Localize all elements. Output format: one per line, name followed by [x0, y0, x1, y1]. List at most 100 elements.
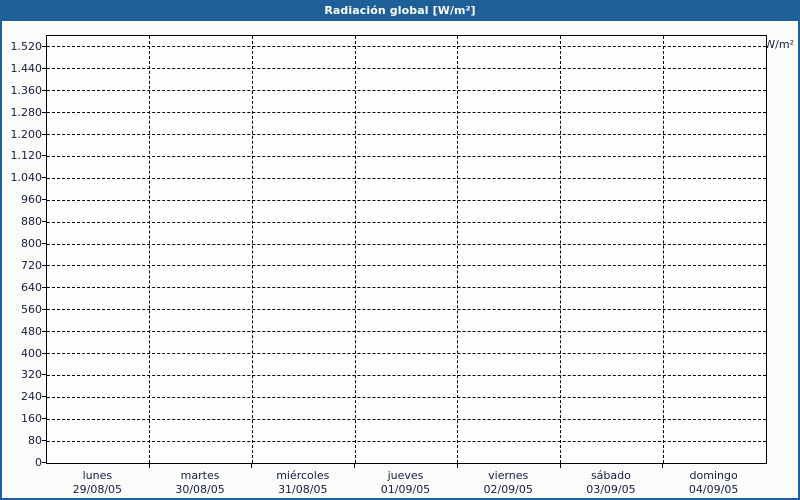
x-axis-day-label: miércoles [276, 469, 330, 482]
y-axis-tick-label: 720 [21, 258, 42, 272]
x-axis-tick-mark [456, 464, 458, 468]
y-axis-tick-label: 1.440 [10, 61, 43, 75]
x-axis-date-label: 30/08/05 [175, 483, 225, 496]
gridline-horizontal [47, 287, 766, 289]
x-axis-tick-label: jueves 01/09/05 [354, 469, 457, 497]
gridline-vertical [149, 36, 151, 463]
gridline-horizontal [47, 221, 766, 223]
x-axis-day-label: viernes [488, 469, 529, 482]
gridline-horizontal [47, 46, 766, 48]
gridline-horizontal [47, 199, 766, 201]
y-axis-tick-label: 1.360 [10, 83, 43, 97]
x-axis-day-label: domingo [689, 469, 738, 482]
y-axis-tick-mark [42, 264, 46, 266]
gridline-vertical [251, 36, 253, 463]
x-axis: lunes 29/08/05 martes 30/08/05 miércoles 31/0… [46, 464, 766, 498]
y-axis-tick-mark [42, 418, 46, 420]
x-axis-tick-label: viernes 02/09/05 [457, 469, 560, 497]
gridline-horizontal [47, 112, 766, 114]
gridline-horizontal [47, 265, 766, 267]
y-axis-tick-label: 1.200 [10, 127, 43, 141]
x-axis-tick-label: martes 30/08/05 [149, 469, 252, 497]
gridline-horizontal [47, 309, 766, 311]
y-axis-tick-label: 160 [21, 412, 42, 426]
y-axis-tick-mark [42, 440, 46, 442]
y-axis-tick-mark [42, 177, 46, 179]
gridline-vertical [457, 36, 459, 463]
y-axis-tick-mark [42, 286, 46, 288]
gridline-horizontal [47, 331, 766, 333]
x-axis-tick-mark [354, 464, 356, 468]
y-axis-tick-mark [42, 374, 46, 376]
x-axis-tick-label: lunes 29/08/05 [46, 469, 149, 497]
y-axis-tick-label: 400 [21, 346, 42, 360]
y-axis-tick-mark [42, 133, 46, 135]
gridline-horizontal [47, 374, 766, 376]
x-axis-tick-label: sábado 03/09/05 [560, 469, 663, 497]
gridline-horizontal [47, 440, 766, 442]
page-title: Radiación global [W/m²] [324, 4, 476, 17]
x-axis-tick-mark [559, 464, 561, 468]
x-axis-day-label: martes [180, 469, 220, 482]
y-axis-tick-label: 800 [21, 237, 42, 251]
y-axis-tick-mark [42, 67, 46, 69]
y-axis-tick-mark [42, 199, 46, 201]
gridline-horizontal [47, 68, 766, 70]
window-titlebar: Radiación global [W/m²] [2, 0, 798, 21]
x-axis-tick-mark [148, 464, 150, 468]
radiation-chart: W/m² 0 80 160 240 320 400 480 560 640 720 800 880 96… [2, 21, 798, 498]
gridline-vertical [560, 36, 562, 463]
gridline-horizontal [47, 243, 766, 245]
y-axis-tick-label: 1.280 [10, 105, 43, 119]
x-axis-date-label: 01/09/05 [380, 483, 431, 496]
x-axis-date-label: 04/09/05 [688, 483, 739, 496]
x-axis-day-label: sábado [590, 469, 631, 482]
y-axis-tick-mark [42, 45, 46, 47]
y-axis: 0 80 160 240 320 400 480 560 640 720 800 880 960 1.04… [2, 21, 46, 481]
gridline-horizontal [47, 90, 766, 92]
gridline-vertical [354, 36, 356, 463]
y-axis-tick-label: 1.520 [10, 39, 43, 53]
x-axis-date-label: 02/09/05 [483, 483, 533, 496]
y-axis-tick-label: 480 [21, 324, 42, 338]
y-axis-tick-label: 880 [21, 215, 42, 229]
y-axis-tick-mark [42, 221, 46, 223]
y-axis-tick-mark [42, 111, 46, 113]
y-axis-tick-mark [42, 243, 46, 245]
y-axis-tick-label: 0 [35, 456, 42, 469]
x-axis-day-label: lunes [82, 469, 113, 482]
y-axis-tick-label: 80 [28, 434, 42, 448]
y-axis-tick-label: 640 [21, 280, 42, 294]
y-axis-unit-label: W/m² [764, 38, 794, 51]
y-axis-tick-label: 560 [21, 302, 42, 316]
x-axis-date-label: 31/08/05 [278, 483, 328, 496]
x-axis-tick-mark [251, 464, 253, 468]
y-axis-tick-mark [42, 462, 46, 463]
x-axis-tick-mark [662, 464, 664, 468]
y-axis-tick-label: 1.040 [10, 171, 43, 185]
gridline-horizontal [47, 134, 766, 136]
y-axis-tick-mark [42, 308, 46, 310]
y-axis-tick-mark [42, 89, 46, 91]
gridline-horizontal [47, 177, 766, 179]
plot-area [46, 35, 767, 464]
x-axis-date-label: 29/08/05 [72, 483, 123, 496]
y-axis-tick-mark [42, 330, 46, 332]
x-axis-date-label: 03/09/05 [586, 483, 636, 496]
gridline-horizontal [47, 418, 766, 420]
y-axis-tick-label: 240 [21, 390, 42, 404]
x-axis-tick-label: miércoles 31/08/05 [251, 469, 354, 497]
x-axis-tick-label: domingo 04/09/05 [662, 469, 765, 497]
y-axis-tick-mark [42, 396, 46, 398]
y-axis-tick-mark [42, 352, 46, 354]
y-axis-tick-mark [42, 155, 46, 157]
y-axis-tick-label: 1.120 [10, 149, 43, 163]
y-axis-tick-label: 320 [21, 368, 42, 382]
y-axis-tick-label: 960 [21, 193, 42, 207]
gridline-horizontal [47, 396, 766, 398]
gridline-vertical [662, 36, 664, 463]
gridline-horizontal [47, 353, 766, 354]
x-axis-day-label: jueves [387, 469, 424, 482]
gridline-horizontal [47, 155, 766, 157]
